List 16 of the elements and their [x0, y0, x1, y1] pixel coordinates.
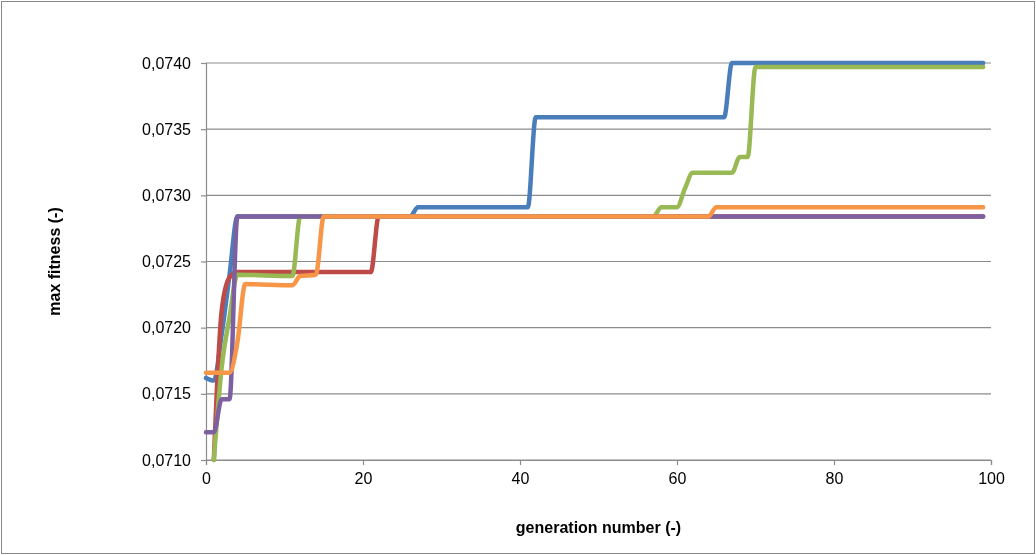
x-tick-label: 60 [668, 470, 687, 488]
y-tick-label: 0,0710 [142, 451, 192, 469]
y-tick-label: 0,0720 [142, 319, 192, 337]
x-tick-label: 100 [978, 470, 1005, 488]
x-tick-label: 40 [511, 470, 530, 488]
y-axis-title: max fitness (-) [46, 207, 63, 316]
y-tick-label: 0,0725 [142, 253, 192, 271]
y-tick-label: 0,0735 [142, 120, 192, 138]
x-tick-label: 20 [354, 470, 373, 488]
y-tick-label: 0,0730 [142, 186, 192, 204]
y-tick-label: 0,0715 [142, 385, 192, 403]
y-tick-label: 0,0740 [142, 54, 192, 72]
line-series [203, 204, 986, 375]
x-tick-label: 80 [825, 470, 844, 488]
x-tick-label: 0 [202, 470, 212, 488]
x-axis-title: generation number (-) [515, 519, 682, 536]
